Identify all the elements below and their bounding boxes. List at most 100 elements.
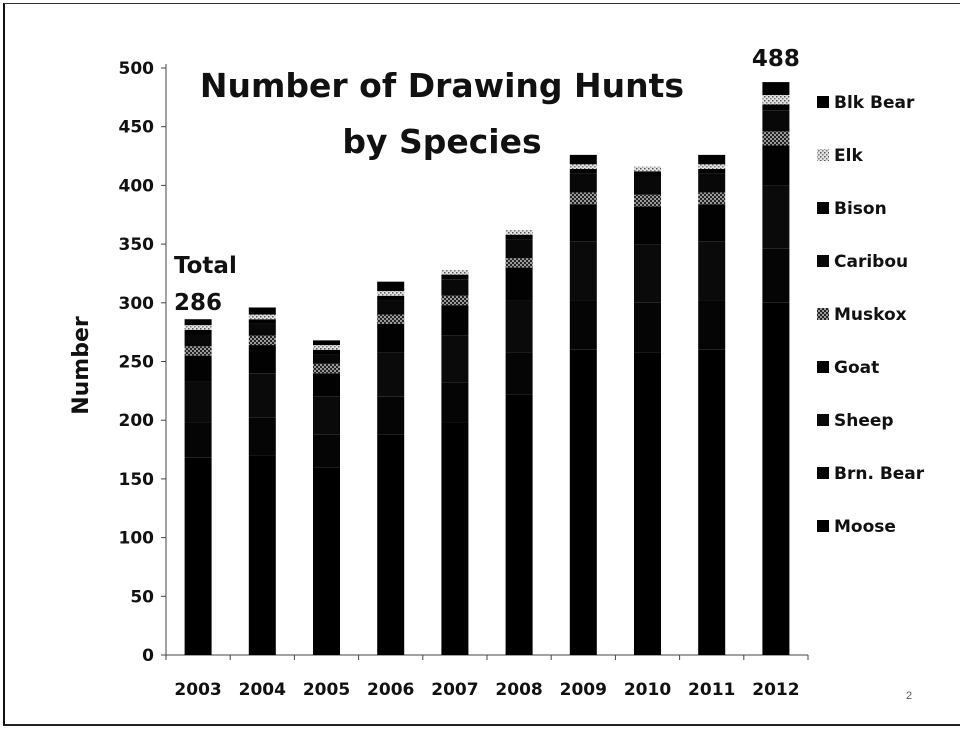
y-tick-label: 0 (142, 646, 154, 666)
bar-segment-muskox (248, 335, 276, 346)
bar-segment-goat (505, 267, 533, 301)
bar-segment-elk (569, 164, 597, 169)
slide-frame (3, 3, 960, 726)
bar-segment-goat (184, 355, 212, 382)
annotation-total-label: Total (174, 253, 237, 279)
bar-segment-elk (634, 166, 661, 172)
bar-segment-elk (377, 291, 405, 296)
bar-segment-blk-bear (248, 307, 276, 315)
bar-segment-caribou (313, 354, 340, 364)
legend-label-goat: Goat (834, 358, 879, 378)
bar-segment-goat (698, 204, 726, 242)
x-tick-label: 2005 (303, 680, 350, 700)
y-tick-label: 250 (119, 353, 155, 373)
y-tick-label: 100 (119, 529, 155, 549)
bar-segment-caribou (762, 110, 790, 132)
bar-segment-muskox (313, 363, 340, 374)
bar-segment-elk (441, 269, 469, 275)
bar-segment-caribou (569, 173, 597, 193)
bar-segment-muskox (505, 258, 533, 268)
bar-segment-moose (698, 349, 726, 655)
legend-swatch-goat (817, 361, 829, 373)
bar-segment-brn-bear (184, 422, 212, 458)
bar-segment-bison (505, 234, 533, 240)
bar-segment-brn-bear (698, 300, 726, 350)
bar-segment-elk (248, 314, 276, 320)
x-tick-label: 2008 (495, 680, 542, 700)
bar-segment-goat (377, 323, 405, 353)
bar-segment-moose (762, 302, 790, 655)
bar-segment-bison (698, 168, 726, 174)
bar-segment-bison (569, 168, 597, 174)
bar-segment-bison (762, 104, 790, 111)
legend-swatch-muskox (817, 308, 829, 320)
bar-segment-blk-bear (313, 340, 340, 346)
bar-segment-brn-bear (441, 382, 469, 423)
bar-segment-muskox (762, 131, 790, 146)
bar-segment-sheep (313, 396, 340, 435)
bar-segment-moose (569, 349, 597, 655)
bar-segment-bison (184, 329, 212, 335)
bar-segment-moose (184, 457, 212, 655)
bar-segment-blk-bear (762, 82, 790, 96)
bar-segment-caribou (248, 323, 276, 336)
legend-swatch-brn-bear (817, 467, 829, 479)
bar-segment-sheep (634, 244, 661, 303)
bars (184, 82, 790, 655)
legend-label-sheep: Sheep (834, 411, 894, 431)
bar-segment-muskox (698, 192, 726, 205)
legend-swatch-bison (817, 202, 829, 214)
bar-segment-elk (184, 325, 212, 330)
chart-title-line-1: Number of Drawing Hunts (200, 66, 684, 105)
x-tick-label: 2012 (752, 680, 799, 700)
y-tick-label: 300 (119, 294, 155, 314)
bar-segment-bison (441, 274, 469, 280)
x-tick-label: 2006 (367, 680, 414, 700)
legend-label-elk: Elk (834, 146, 863, 166)
bar-segment-goat (762, 145, 790, 186)
bar-segment-moose (634, 352, 661, 655)
bar-segment-goat (441, 305, 469, 336)
bar-segment-blk-bear (377, 281, 405, 292)
bar-segment-caribou (441, 279, 469, 296)
legend-swatch-elk (817, 149, 829, 161)
x-tick-label: 2011 (688, 680, 735, 700)
chart-text: 0 50 100 150 200 250 300 350 400 450 500 2003 2004 20… (69, 46, 800, 700)
legend-label-blk-bear: Blk Bear (834, 93, 915, 113)
bar-segment-brn-bear (377, 396, 405, 435)
bar-segment-muskox (441, 295, 469, 306)
legend-swatch-blk-bear (817, 96, 829, 108)
bar-segment-sheep (184, 381, 212, 423)
chart-title-line-2: by Species (342, 122, 541, 161)
bar-segment-blk-bear (698, 154, 726, 165)
annotation-total-2012: 488 (752, 46, 800, 72)
y-tick-label: 400 (119, 176, 155, 196)
y-tick-label: 50 (130, 587, 154, 607)
x-tick-label: 2007 (431, 680, 478, 700)
bar-segment-sheep (248, 373, 276, 418)
x-tick-label: 2003 (174, 680, 221, 700)
legend-label-moose: Moose (834, 517, 896, 537)
bar-segment-muskox (184, 346, 212, 356)
legend: Blk Bear Elk Bison Caribou Muskox Goat Sheep Br… (817, 93, 925, 537)
page-number: 2 (906, 690, 913, 702)
bar-segment-sheep (698, 241, 726, 301)
bar-segment-sheep (441, 335, 469, 383)
bar-segment-muskox (377, 314, 405, 324)
bar-segment-elk (762, 95, 790, 105)
bar-segment-bison (248, 319, 276, 324)
bar-segment-bison (634, 171, 661, 177)
bar-segment-moose (313, 467, 340, 655)
bar-segment-moose (505, 394, 533, 655)
legend-label-brn-bear: Brn. Bear (834, 464, 925, 484)
legend-label-muskox: Muskox (834, 305, 907, 325)
bar-segment-caribou (184, 334, 212, 347)
bar-segment-muskox (634, 194, 661, 207)
bar-segment-elk (313, 345, 340, 350)
bar-segment-bison (313, 349, 340, 355)
bar-segment-caribou (505, 239, 533, 259)
bar-segment-brn-bear (505, 352, 533, 395)
bar-segment-sheep (505, 300, 533, 353)
y-tick-label: 500 (119, 59, 155, 79)
